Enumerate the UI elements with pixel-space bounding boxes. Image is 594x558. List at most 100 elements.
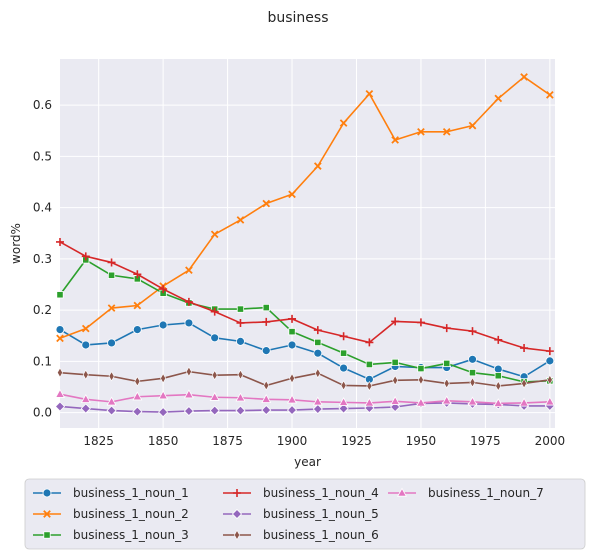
data-point [338, 403, 349, 414]
data-point [312, 403, 323, 415]
data-point [158, 407, 169, 418]
data-point [56, 291, 64, 299]
x-tick-label: 1975 [470, 434, 501, 448]
y-tick-label: 0.4 [33, 201, 52, 215]
data-point [417, 364, 425, 373]
plot-area [60, 59, 555, 428]
data-point [183, 406, 194, 417]
data-point [158, 390, 169, 400]
y-axis: 0.0 0.1 0.2 0.3 0.4 0.5 0.6 [33, 98, 52, 420]
series-4 [56, 237, 554, 356]
data-point [184, 297, 193, 306]
data-point [107, 271, 116, 279]
data-point [314, 368, 321, 379]
data-point [57, 367, 63, 378]
data-point [312, 396, 323, 406]
data-point [286, 404, 298, 416]
data-point [339, 119, 348, 127]
data-point [107, 338, 116, 348]
legend-marker [42, 488, 52, 498]
data-point [391, 358, 399, 367]
data-point [521, 378, 528, 389]
data-point [493, 398, 504, 408]
data-point [494, 94, 503, 103]
data-point [469, 377, 476, 388]
data-point [211, 370, 218, 381]
data-point [493, 364, 503, 374]
data-point [262, 317, 271, 326]
data-point [132, 406, 143, 417]
data-point [287, 340, 297, 350]
data-point [185, 266, 193, 274]
series-1 [55, 318, 555, 384]
data-point [210, 333, 220, 343]
data-point [81, 340, 91, 350]
data-point [313, 326, 322, 335]
legend-label: business_1_noun_3 [73, 528, 189, 542]
data-point [261, 404, 272, 416]
series-7 [55, 388, 555, 408]
legend-item: business_1_noun_1 [33, 486, 189, 500]
legend-marker [234, 529, 240, 541]
data-point [132, 391, 143, 401]
legend-item: business_1_noun_4 [223, 486, 379, 500]
data-point [365, 338, 374, 347]
data-point [313, 162, 322, 170]
data-point [55, 388, 65, 398]
data-point [339, 363, 348, 373]
x-tick-label: 1900 [277, 434, 308, 448]
data-point [107, 258, 116, 267]
data-point [415, 397, 426, 407]
legend: business_1_noun_1business_1_noun_2busine… [24, 478, 586, 550]
data-point [443, 378, 450, 389]
data-point [235, 405, 246, 416]
data-point [519, 397, 530, 407]
data-point [391, 136, 399, 144]
data-point [158, 320, 168, 330]
series-6 [57, 366, 553, 392]
data-point [443, 359, 451, 368]
series-line [59, 241, 550, 352]
data-point [261, 393, 272, 403]
data-point [287, 394, 298, 404]
data-point [235, 392, 246, 402]
data-point [364, 397, 375, 407]
legend-box [24, 478, 586, 550]
data-point [108, 371, 115, 382]
series-line [59, 259, 550, 383]
series-3 [56, 256, 554, 386]
legend-item: business_1_noun_7 [388, 486, 544, 500]
data-point [442, 324, 451, 333]
x-tick-label: 2000 [535, 434, 566, 448]
data-point [107, 304, 116, 312]
data-point [417, 374, 424, 385]
y-tick-label: 0.2 [33, 303, 52, 317]
data-point [261, 346, 271, 356]
data-point [56, 334, 64, 343]
data-point [417, 127, 425, 136]
data-point [54, 401, 66, 412]
data-point [263, 380, 270, 391]
data-point [495, 380, 502, 392]
data-point [183, 389, 194, 399]
legend-item: business_1_noun_6 [223, 528, 379, 542]
data-point [494, 335, 503, 344]
data-point [468, 121, 477, 130]
data-point [366, 380, 373, 392]
data-point [520, 344, 529, 353]
legend-label: business_1_noun_1 [73, 486, 189, 500]
data-point [236, 305, 245, 313]
data-point [391, 317, 400, 326]
data-point [416, 318, 425, 327]
legend-label: business_1_noun_4 [263, 486, 379, 500]
data-point [80, 393, 91, 403]
data-point [314, 338, 322, 347]
data-point [82, 369, 89, 380]
data-point [468, 327, 477, 336]
data-point [545, 347, 554, 356]
data-point [338, 397, 349, 406]
data-point [468, 354, 477, 364]
data-point [210, 230, 219, 239]
data-point [340, 380, 347, 391]
